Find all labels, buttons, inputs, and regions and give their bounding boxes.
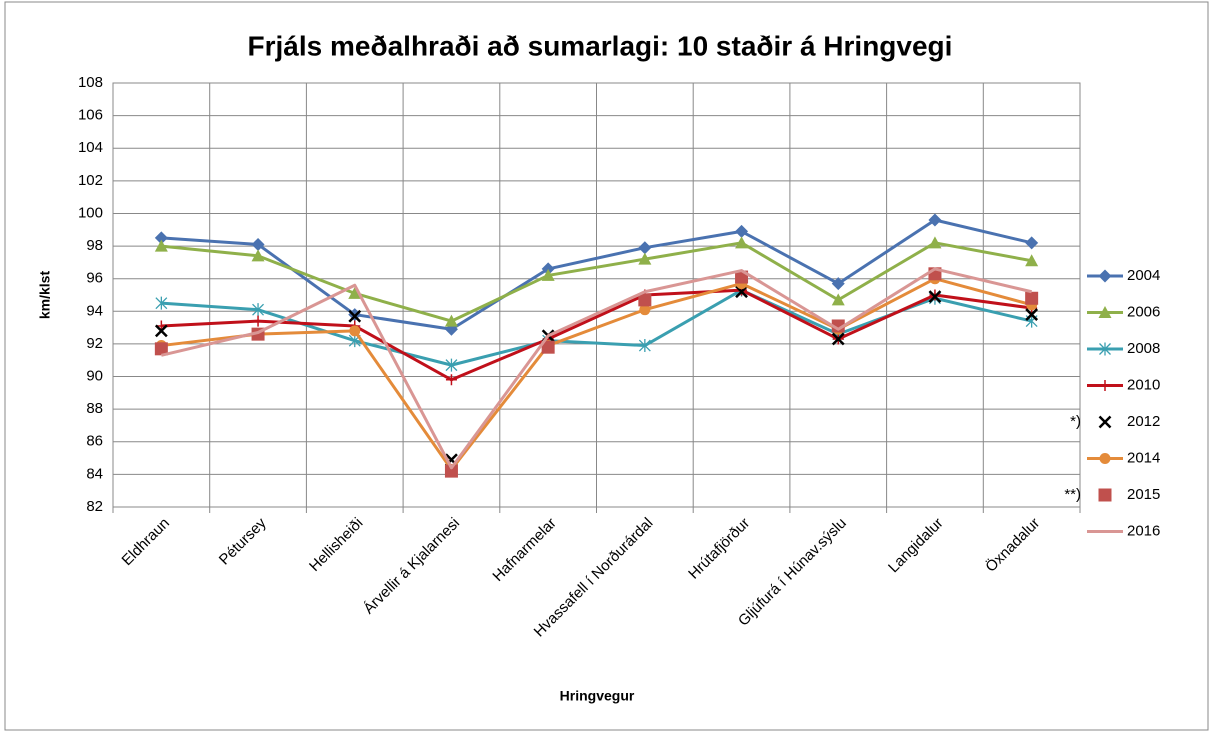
marker [154,324,168,338]
y-tick-label: 100 [78,204,103,221]
marker [1025,291,1039,305]
marker [639,304,651,316]
y-tick-label: 94 [86,302,103,319]
marker [735,224,749,238]
marker [1025,308,1039,321]
series-line [161,218,1032,331]
marker [928,213,942,227]
series-line [161,267,1032,470]
marker [928,290,942,304]
marker [349,325,361,337]
legend-label: 2004 [1127,267,1160,284]
legend-label: 2012 [1127,413,1160,430]
y-tick-label: 90 [86,368,103,385]
marker [251,237,265,251]
marker [155,296,168,310]
y-tick-label: 98 [86,237,103,254]
marker [445,374,457,386]
marker [1098,269,1112,283]
marker [541,340,555,354]
marker [541,268,555,281]
marker [1098,488,1112,502]
chart-border [4,1,1209,731]
y-tick-label: 106 [78,107,103,124]
x-axis-label: Hringvegur [560,688,635,704]
marker [154,342,168,356]
marker [638,293,652,307]
marker [154,231,168,245]
y-tick-label: 104 [78,139,103,156]
plot-border [112,82,1081,508]
marker [1025,254,1039,267]
series-line [161,241,1032,323]
marker [541,262,555,276]
marker [445,358,458,372]
marker [251,249,265,262]
marker [154,239,168,252]
marker [348,309,362,323]
y-tick-label: 108 [78,74,103,91]
legend-label: 2015 [1127,486,1160,503]
marker [252,315,264,327]
marker [348,286,362,299]
marker [252,303,265,317]
marker [1099,342,1111,356]
legend-label: 2016 [1127,522,1160,539]
marker [1025,236,1039,250]
marker [1099,380,1111,391]
marker [1098,415,1112,429]
legend-label: 2008 [1127,340,1160,357]
marker [444,464,458,478]
chart-title: Frjáls meðalhraði að sumarlagi: 10 staði… [248,30,953,61]
marker [831,319,845,333]
marker [638,339,651,353]
legend-label: 2014 [1127,449,1160,466]
series-line [161,277,1033,471]
marker [831,293,845,306]
y-tick-label: 92 [86,335,103,352]
marker [1099,453,1111,464]
y-tick-label: 102 [78,172,103,189]
y-axis-label: km/klst [37,271,53,320]
y-tick-label: 96 [86,270,103,287]
marker [735,236,749,249]
legend-label: 2010 [1127,376,1160,393]
y-tick-label: 88 [86,400,103,417]
marker [831,277,845,291]
marker [831,332,845,346]
marker [638,252,652,265]
series-line [161,288,1032,382]
legend-prefix: *) [1070,413,1081,430]
legend-prefix: **) [1064,486,1081,503]
marker [1098,306,1112,318]
y-tick-label: 84 [86,465,103,482]
marker [444,314,458,327]
y-tick-label: 82 [86,498,103,515]
marker [928,236,942,249]
legend-label: 2006 [1127,303,1160,320]
marker [735,285,748,299]
y-tick-label: 86 [86,433,103,450]
marker [638,241,652,255]
